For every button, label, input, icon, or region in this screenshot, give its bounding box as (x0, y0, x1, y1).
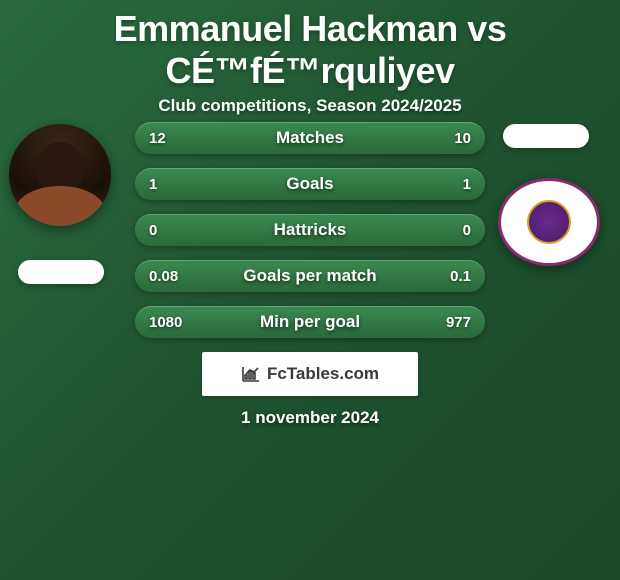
stat-row: 0 Hattricks 0 (135, 214, 485, 246)
stat-right-value: 1 (431, 176, 471, 193)
stat-left-value: 0.08 (149, 268, 189, 285)
stats-table: 12 Matches 10 1 Goals 1 0 Hattricks 0 0.… (135, 122, 485, 352)
comparison-date: 1 november 2024 (0, 408, 620, 428)
stat-right-value: 977 (431, 314, 471, 331)
player-left-avatar (9, 124, 111, 226)
player-left-flag (18, 260, 104, 284)
comparison-title: Emmanuel Hackman vs CÉ™fÉ™rquliyev (0, 0, 620, 96)
stat-left-value: 1080 (149, 314, 189, 331)
stat-left-value: 0 (149, 222, 189, 239)
stat-row: 1080 Min per goal 977 (135, 306, 485, 338)
stat-row: 0.08 Goals per match 0.1 (135, 260, 485, 292)
stat-label: Matches (189, 128, 431, 148)
player-right-flag (503, 124, 589, 148)
fctables-banner[interactable]: FcTables.com (202, 352, 418, 396)
player-right-badge (498, 178, 600, 266)
banner-text: FcTables.com (267, 364, 379, 384)
stat-label: Hattricks (189, 220, 431, 240)
chart-icon (241, 365, 261, 383)
stat-label: Min per goal (189, 312, 431, 332)
stat-left-value: 1 (149, 176, 189, 193)
stat-row: 12 Matches 10 (135, 122, 485, 154)
stat-right-value: 0 (431, 222, 471, 239)
stat-row: 1 Goals 1 (135, 168, 485, 200)
stat-left-value: 12 (149, 130, 189, 147)
stat-right-value: 0.1 (431, 268, 471, 285)
stat-right-value: 10 (431, 130, 471, 147)
stat-label: Goals (189, 174, 431, 194)
stat-label: Goals per match (189, 266, 431, 286)
